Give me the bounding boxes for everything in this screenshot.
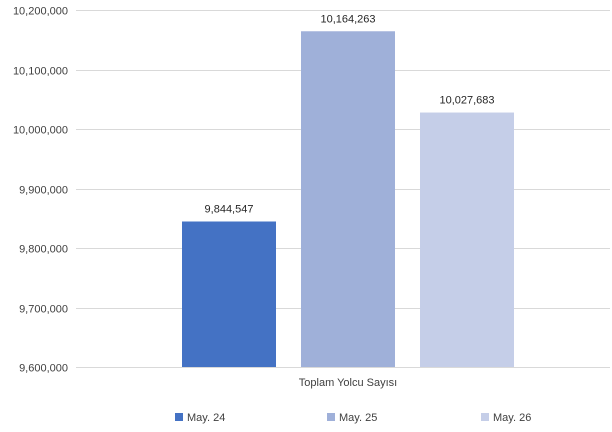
- y-tick-label: 9,600,000: [19, 363, 68, 375]
- y-tick-label: 9,900,000: [19, 185, 68, 197]
- bar-may-26: [420, 112, 514, 367]
- data-labels: 9,844,547 10,164,263 10,027,683: [205, 13, 495, 215]
- legend-label: May. 25: [339, 412, 377, 424]
- data-label: 9,844,547: [205, 203, 254, 215]
- y-tick-label: 10,100,000: [13, 66, 68, 78]
- bar-may-24: [182, 221, 276, 367]
- bar-may-25: [301, 31, 395, 367]
- legend-swatch: [175, 413, 183, 421]
- y-axis: 9,600,000 9,700,000 9,800,000 9,900,000 10,0…: [13, 6, 68, 375]
- legend-swatch: [327, 413, 335, 421]
- x-axis: Toplam Yolcu Sayısı: [299, 377, 397, 389]
- bars: [182, 31, 514, 367]
- legend-label: May. 26: [493, 412, 531, 424]
- y-tick-label: 10,000,000: [13, 125, 68, 137]
- x-category-label: Toplam Yolcu Sayısı: [299, 377, 397, 389]
- y-tick-label: 9,800,000: [19, 244, 68, 256]
- y-tick-label: 10,200,000: [13, 6, 68, 18]
- legend: May. 24 May. 25 May. 26: [175, 412, 531, 424]
- data-label: 10,027,683: [439, 95, 494, 107]
- y-tick-label: 9,700,000: [19, 304, 68, 316]
- legend-swatch: [481, 413, 489, 421]
- data-label: 10,164,263: [320, 13, 375, 25]
- legend-label: May. 24: [187, 412, 225, 424]
